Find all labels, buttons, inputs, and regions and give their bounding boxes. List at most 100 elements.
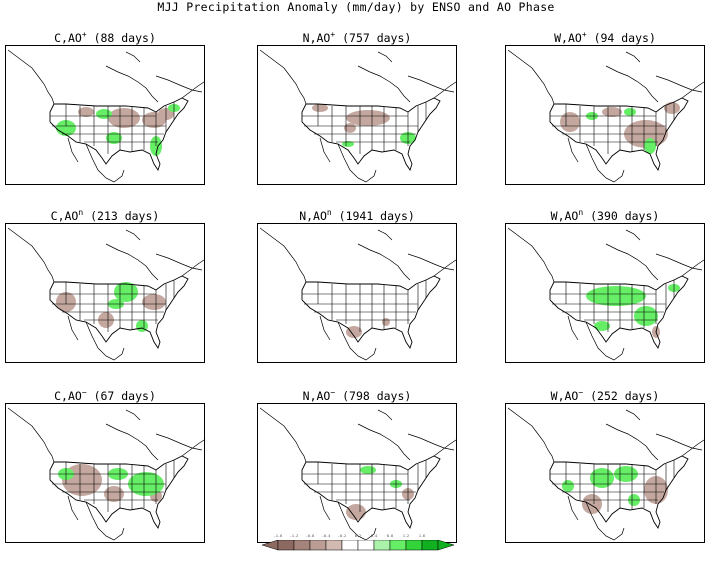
dry-anomaly-region bbox=[560, 112, 580, 132]
precip-anomaly-map bbox=[7, 49, 204, 183]
panel-days: (390 days) bbox=[583, 208, 660, 223]
colorbar-tick-label: 1.2 bbox=[402, 534, 410, 538]
colorbar-tick-label: 0.2 bbox=[354, 534, 362, 538]
colorbar-tick-label: -1.2 bbox=[289, 534, 299, 538]
colorbar-swatch bbox=[309, 540, 327, 551]
colorbar-swatch bbox=[277, 540, 295, 551]
map-panel-w_ao0: W,AOn (390 days) bbox=[505, 208, 705, 383]
country-boundary bbox=[301, 455, 441, 530]
dry-anomaly-region bbox=[346, 504, 366, 520]
coastline bbox=[259, 407, 307, 463]
coastline bbox=[433, 81, 456, 99]
country-boundary bbox=[49, 455, 189, 530]
country-boundary bbox=[301, 275, 441, 350]
colorbar-high-arrow bbox=[437, 540, 454, 551]
coastline bbox=[681, 259, 704, 277]
coastline bbox=[105, 423, 159, 461]
panel-label: W,AO bbox=[550, 388, 579, 403]
coastline bbox=[585, 501, 625, 541]
panel-days: (757 days) bbox=[335, 30, 412, 45]
map-panel-c_aom: C,AO− (67 days) bbox=[5, 388, 205, 563]
coastline bbox=[337, 321, 377, 361]
colorbar-swatch bbox=[421, 540, 439, 551]
dry-anomaly-region bbox=[664, 102, 680, 114]
colorbar-tick-label: -0.8 bbox=[305, 534, 315, 538]
coastline bbox=[407, 433, 455, 451]
map-panel-w_aom: W,AO− (252 days) bbox=[505, 388, 705, 563]
panel-label: N,AO bbox=[302, 30, 331, 45]
ao-phase-sup: − bbox=[81, 388, 87, 397]
coastline bbox=[377, 229, 393, 241]
colorbar-tick-label: -1.6 bbox=[273, 534, 283, 538]
coastline bbox=[655, 75, 703, 93]
ao-phase-sup: + bbox=[581, 30, 587, 39]
panel-days: (252 days) bbox=[583, 388, 660, 403]
wet-anomaly-region bbox=[360, 466, 376, 474]
colorbar-tick-label: -0.2 bbox=[337, 534, 347, 538]
map-frame bbox=[257, 223, 457, 363]
colorbar-low-arrow bbox=[262, 540, 279, 551]
map-frame bbox=[257, 403, 457, 543]
wet-anomaly-region bbox=[634, 306, 658, 326]
coastline bbox=[319, 495, 331, 521]
panel-title: N,AO+ (757 days) bbox=[257, 30, 457, 45]
coastline bbox=[319, 137, 331, 163]
coastline bbox=[605, 423, 659, 461]
coastline bbox=[681, 439, 704, 457]
precip-anomaly-map bbox=[507, 407, 704, 541]
coastline bbox=[567, 495, 579, 521]
coastline bbox=[357, 423, 411, 461]
map-panel-c_ao0: C,AOn (213 days) bbox=[5, 208, 205, 383]
coastline bbox=[67, 495, 79, 521]
colorbar: -1.6 -1.2 -0.8 -0.4 -0.2 0.2 0.4 0.8 1.2 1.6 bbox=[262, 534, 454, 551]
panel-title: W,AO− (252 days) bbox=[505, 388, 705, 403]
coastline bbox=[357, 243, 411, 281]
coastline bbox=[7, 227, 55, 283]
panel-title: C,AOn (213 days) bbox=[5, 208, 205, 223]
colorbar-tick-label: 1.6 bbox=[418, 534, 426, 538]
coastline bbox=[433, 439, 456, 457]
panel-title: N,AO− (798 days) bbox=[257, 388, 457, 403]
precip-anomaly-map bbox=[7, 227, 204, 361]
dry-anomaly-region bbox=[382, 318, 390, 326]
dry-anomaly-region bbox=[346, 326, 362, 338]
colorbar-tick-label: 0.8 bbox=[386, 534, 394, 538]
coastline bbox=[605, 243, 659, 281]
coastline bbox=[259, 49, 307, 105]
panel-title: C,AO+ (88 days) bbox=[5, 30, 205, 45]
country-boundary bbox=[549, 275, 689, 350]
country-boundary bbox=[549, 97, 689, 172]
dry-anomaly-region bbox=[104, 486, 124, 502]
ao-phase-sup: n bbox=[326, 208, 332, 217]
coastline bbox=[585, 321, 625, 361]
ao-phase-sup: − bbox=[578, 388, 584, 397]
dry-anomaly-region bbox=[582, 494, 602, 514]
map-panel-w_aop: W,AO+ (94 days) bbox=[505, 30, 705, 205]
map-frame bbox=[5, 45, 205, 185]
coastline bbox=[155, 253, 203, 271]
ao-phase-sup: + bbox=[330, 30, 336, 39]
wet-anomaly-region bbox=[624, 108, 636, 116]
coastline bbox=[259, 227, 307, 283]
country-boundary bbox=[49, 275, 189, 350]
coastline bbox=[655, 253, 703, 271]
ao-phase-sup: n bbox=[578, 208, 584, 217]
dry-anomaly-region bbox=[142, 294, 166, 310]
coastline bbox=[125, 51, 141, 63]
map-panel-n_ao0: N,AOn (1941 days) bbox=[257, 208, 457, 383]
ao-phase-sup: n bbox=[78, 208, 84, 217]
map-frame bbox=[505, 45, 705, 185]
coastline bbox=[655, 433, 703, 451]
panel-days: (67 days) bbox=[86, 388, 156, 403]
figure-title: MJJ Precipitation Anomaly (mm/day) by EN… bbox=[157, 0, 555, 14]
map-frame bbox=[257, 45, 457, 185]
coastline bbox=[181, 439, 204, 457]
coastline bbox=[605, 65, 659, 103]
colorbar-swatch bbox=[389, 540, 407, 551]
coastline bbox=[681, 81, 704, 99]
country-boundary bbox=[549, 455, 689, 530]
map-panel-n_aop: N,AO+ (757 days) bbox=[257, 30, 457, 205]
coastline bbox=[319, 315, 331, 341]
panel-title: C,AO− (67 days) bbox=[5, 388, 205, 403]
coastline bbox=[377, 409, 393, 421]
